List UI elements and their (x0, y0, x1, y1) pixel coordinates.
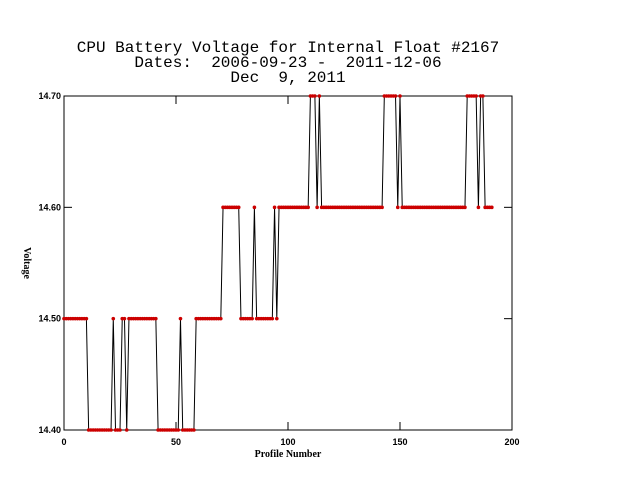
data-point (463, 205, 467, 210)
data-point (481, 94, 485, 98)
data-point (109, 428, 113, 432)
data-point (476, 205, 481, 210)
data-point (250, 316, 254, 321)
y-tick-label: 14.40 (38, 425, 61, 435)
data-point (275, 316, 279, 321)
x-tick-label: 100 (280, 437, 295, 447)
x-tick-label: 150 (392, 437, 407, 447)
data-point (317, 94, 322, 98)
data-point (380, 205, 384, 210)
data-point (84, 316, 89, 321)
data-point (313, 94, 317, 98)
data-point (393, 94, 398, 98)
y-tick-label: 14.50 (38, 314, 61, 324)
data-point (154, 316, 158, 321)
data-point (124, 428, 129, 432)
x-tick-label: 200 (504, 437, 519, 447)
y-tick-label: 14.70 (38, 91, 61, 101)
plot-frame (63, 95, 513, 431)
data-point (306, 205, 310, 210)
data-point (398, 94, 402, 98)
data-point (272, 205, 277, 210)
y-tick-label: 14.60 (38, 202, 61, 212)
data-point (395, 205, 400, 210)
data-point (178, 316, 183, 321)
x-tick-label: 50 (171, 437, 181, 447)
data-point (490, 205, 494, 210)
x-tick-label: 0 (61, 437, 66, 447)
data-point (315, 205, 319, 210)
y-axis-label: Voltage (21, 247, 32, 279)
data-point (219, 316, 223, 321)
data-point (270, 316, 275, 321)
data-point (111, 316, 116, 321)
chart-date: Dec 9, 2011 (230, 69, 345, 87)
data-point (474, 94, 478, 98)
data-point (236, 205, 241, 210)
data-point (122, 316, 127, 321)
data-line (64, 95, 492, 431)
data-point (118, 428, 122, 432)
chart-title: CPU Battery Voltage for Internal Float #… (77, 39, 499, 57)
x-axis-label: Profile Number (255, 449, 322, 460)
data-point (252, 205, 257, 210)
chart-subtitle: Dates: 2006-09-23 - 2011-12-06 (134, 54, 441, 72)
data-point (192, 428, 196, 432)
data-point (176, 428, 181, 432)
